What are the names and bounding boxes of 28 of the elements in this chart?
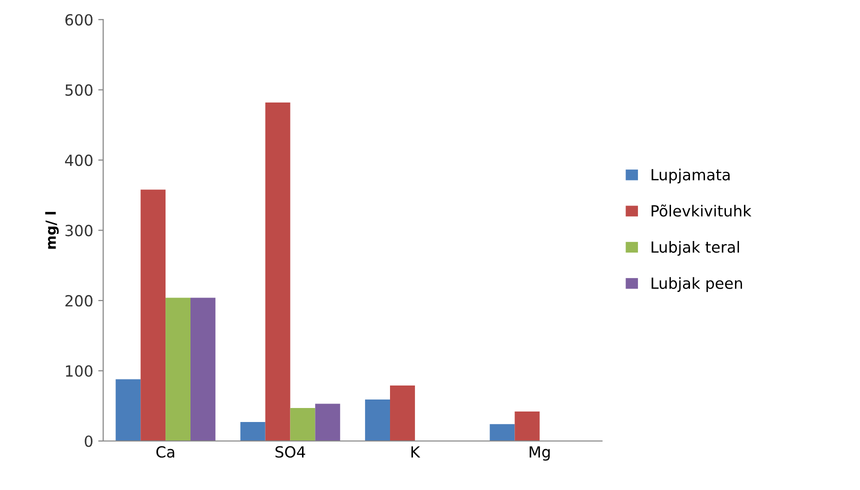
y-tick-label: 500 (65, 84, 92, 96)
y-tick-label: 400 (65, 154, 92, 166)
y-tick-label: 300 (65, 224, 92, 236)
x-tick-label: K (411, 446, 420, 458)
x-tick-label: SO4 (276, 446, 306, 458)
bar (140, 190, 166, 441)
y-axis-title: mg/ l (45, 212, 59, 249)
legend-label: Lubjak peen (652, 277, 742, 292)
legend-label: Lubjak teral (652, 240, 739, 256)
x-tick-label: Ca (156, 446, 174, 458)
legend-label: Lupjamata (652, 168, 730, 184)
bar (514, 412, 540, 441)
bar (116, 379, 141, 441)
bar (240, 422, 266, 441)
bar (390, 386, 415, 441)
bar (166, 298, 190, 441)
bar (290, 408, 316, 441)
y-tick-label: 200 (65, 295, 92, 307)
bar (190, 298, 216, 441)
bar (265, 102, 290, 441)
legend-label: Põlevkivituhk (652, 204, 752, 217)
y-tick-label: 600 (65, 14, 92, 26)
y-tick-label: 100 (66, 365, 92, 377)
y-tick-label: 0 (84, 435, 92, 448)
bar (315, 404, 340, 441)
x-tick-label: Mg (530, 446, 550, 461)
bar (365, 400, 390, 441)
bar (490, 424, 515, 441)
